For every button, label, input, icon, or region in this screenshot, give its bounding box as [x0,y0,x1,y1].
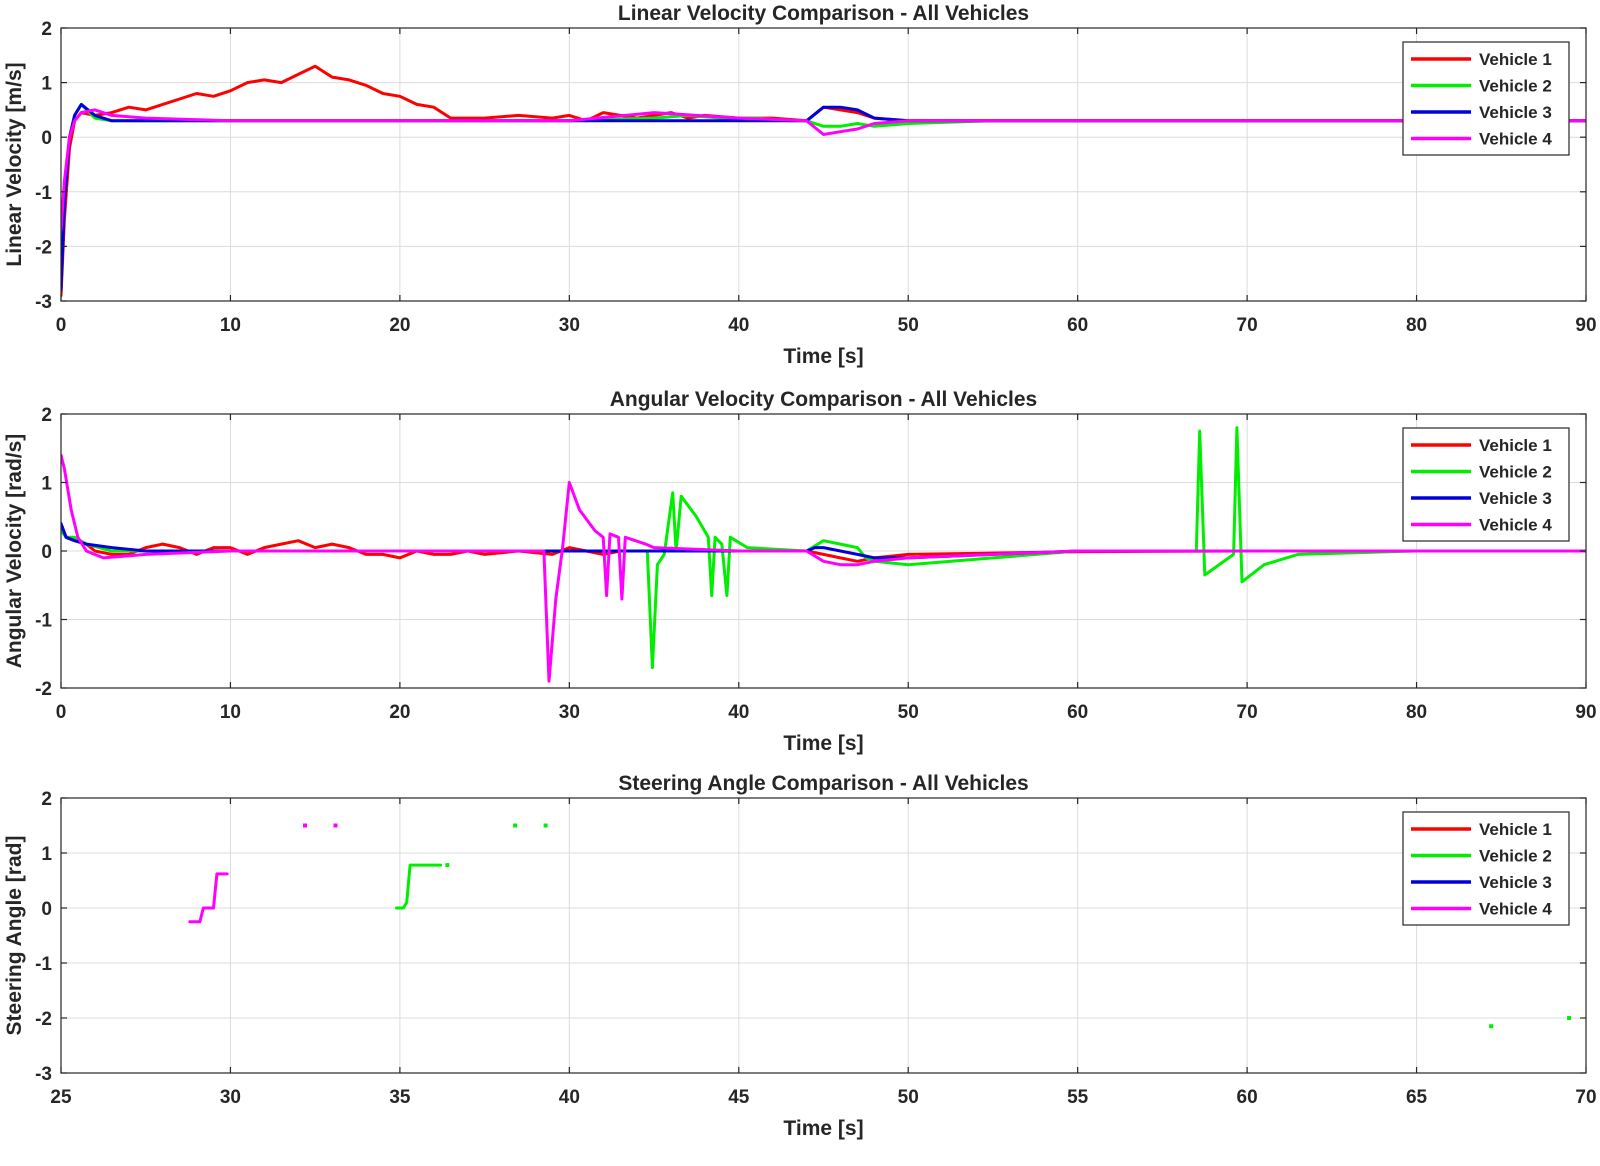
steering-angle-x-tick-label: 35 [389,1087,411,1108]
angular-velocity-panel: 0 10 20 30 40 50 60 70 80 90 -2 -1 0 1 2 Angular Veloci… [3,388,1597,755]
angular-velocity-legend-label-vehicle-4: Vehicle 4 [1479,516,1552,535]
steering-angle-legend-label-vehicle-1: Vehicle 1 [1479,820,1552,839]
linear-velocity-vehicle-4-line [61,108,1586,232]
steering-angle-y-tick-label: -2 [35,1009,52,1030]
steering-angle-vehicle-2-point [445,863,450,868]
linear-velocity-x-tick-label: 10 [220,315,241,336]
linear-velocity-legend-label-vehicle-2: Vehicle 2 [1479,77,1552,96]
steering-angle-vehicle-2-point [543,823,548,828]
angular-velocity-y-axis-label: Angular Velocity [rad/s] [3,434,26,669]
angular-velocity-x-tick-label: 90 [1575,702,1596,723]
linear-velocity-x-tick-label: 60 [1067,315,1088,336]
steering-angle-title: Steering Angle Comparison - All Vehicles [618,772,1028,795]
linear-velocity-y-tick-label: -2 [35,237,52,258]
steering-angle-x-tick-label: 45 [728,1087,750,1108]
steering-angle-x-tick-label: 55 [1067,1087,1089,1108]
linear-velocity-x-axis-label: Time [s] [783,345,863,368]
angular-velocity-y-tick-label: -2 [35,679,52,700]
steering-angle-y-tick-label: 1 [41,844,52,865]
angular-velocity-x-tick-label: 40 [728,702,749,723]
steering-angle-x-tick-label: 40 [559,1087,580,1108]
steering-angle-plot-area [61,798,1586,1073]
steering-angle-vehicle-2-point [1489,1024,1494,1029]
steering-angle-vehicle-2-point [1567,1016,1572,1020]
angular-velocity-legend-label-vehicle-2: Vehicle 2 [1479,463,1552,482]
linear-velocity-y-tick-label: 2 [41,19,52,40]
angular-velocity-y-tick-label: 0 [41,542,52,563]
angular-velocity-x-tick-label: 10 [220,702,241,723]
steering-angle-vehicle-2-point [513,823,518,828]
linear-velocity-y-axis-label: Linear Velocity [m/s] [3,62,26,266]
steering-angle-x-axis-label: Time [s] [783,1117,863,1140]
linear-velocity-title: Linear Velocity Comparison - All Vehicle… [618,2,1029,25]
linear-velocity-x-tick-label: 30 [559,315,580,336]
angular-velocity-legend-box [1402,427,1570,542]
angular-velocity-y-tick-label: 1 [41,474,52,495]
steering-angle-legend-label-vehicle-2: Vehicle 2 [1479,847,1552,866]
angular-velocity-x-tick-label: 70 [1237,702,1258,723]
steering-angle-x-tick-label: 50 [898,1087,919,1108]
linear-velocity-y-tick-label: 1 [41,74,52,95]
steering-angle-y-tick-label: -1 [35,954,52,975]
linear-velocity-panel: 0 10 20 30 40 50 60 70 80 90 -3 -2 -1 0 1 2 Linear Veloc… [3,2,1597,368]
steering-angle-y-tick-label: 0 [41,899,52,920]
linear-velocity-y-tick-label: -1 [35,183,52,204]
linear-velocity-y-tick-label: -3 [35,292,52,313]
linear-velocity-axes-box [60,27,1587,302]
steering-angle-x-tick-label: 30 [220,1087,241,1108]
steering-angle-x-tick-label: 25 [50,1087,72,1108]
steering-angle-panel: 25 30 35 40 45 50 55 60 65 70 -3 -2 -1 0 1 2 Steering An… [3,772,1597,1140]
linear-velocity-x-tick-label: 40 [728,315,749,336]
steering-angle-axes-box [60,797,1587,1074]
linear-velocity-legend: Vehicle 1 Vehicle 2 Vehicle 3 Vehicle 4 [1402,41,1570,156]
angular-velocity-legend-label-vehicle-3: Vehicle 3 [1479,489,1552,508]
steering-angle-series-group [188,823,1572,1029]
linear-velocity-x-tick-label: 50 [898,315,919,336]
angular-velocity-x-tick-label: 60 [1067,702,1088,723]
angular-velocity-legend-label-vehicle-1: Vehicle 1 [1479,436,1552,455]
steering-angle-legend-box [1402,811,1570,926]
steering-angle-vehicle-4-point [333,823,338,828]
angular-velocity-vehicle-4-line [61,453,1586,683]
linear-velocity-legend-label-vehicle-1: Vehicle 1 [1479,50,1552,69]
angular-velocity-x-tick-label: 50 [898,702,919,723]
linear-velocity-series-group [61,64,1586,297]
steering-angle-vehicle-2-line [395,863,443,910]
angular-velocity-x-tick-label: 30 [559,702,580,723]
steering-angle-x-tick-label: 70 [1575,1087,1596,1108]
steering-angle-x-tick-label: 65 [1406,1087,1428,1108]
linear-velocity-legend-box [1402,41,1570,156]
angular-velocity-y-tick-label: -1 [35,611,52,632]
angular-velocity-x-tick-label: 0 [56,702,67,723]
linear-velocity-legend-label-vehicle-4: Vehicle 4 [1479,130,1552,149]
linear-velocity-x-tick-label: 0 [56,315,67,336]
angular-velocity-y-tick-label: 2 [41,405,52,426]
linear-velocity-x-tick-label: 70 [1237,315,1258,336]
steering-angle-y-tick-label: -3 [35,1064,52,1085]
steering-angle-legend-label-vehicle-4: Vehicle 4 [1479,900,1552,919]
angular-velocity-x-tick-label: 20 [389,702,410,723]
linear-velocity-y-tick-label: 0 [41,128,52,149]
linear-velocity-legend-label-vehicle-3: Vehicle 3 [1479,103,1552,122]
linear-velocity-x-tick-label: 20 [389,315,410,336]
steering-angle-y-axis-label: Steering Angle [rad] [3,836,26,1036]
steering-angle-x-tick-label: 60 [1237,1087,1258,1108]
angular-velocity-title: Angular Velocity Comparison - All Vehicl… [610,388,1038,411]
steering-angle-legend-label-vehicle-3: Vehicle 3 [1479,873,1552,892]
steering-angle-legend: Vehicle 1 Vehicle 2 Vehicle 3 Vehicle 4 [1402,811,1570,926]
steering-angle-vehicle-4-point [303,823,307,828]
angular-velocity-x-axis-label: Time [s] [783,732,863,755]
linear-velocity-x-tick-label: 90 [1575,315,1596,336]
steering-angle-y-tick-label: 2 [41,789,52,810]
linear-velocity-plot-area [61,28,1586,301]
linear-velocity-x-tick-label: 80 [1406,315,1427,336]
steering-angle-vehicle-4-line [188,872,229,924]
angular-velocity-series-group [61,426,1586,683]
angular-velocity-x-tick-label: 80 [1406,702,1427,723]
angular-velocity-legend: Vehicle 1 Vehicle 2 Vehicle 3 Vehicle 4 [1402,427,1570,542]
